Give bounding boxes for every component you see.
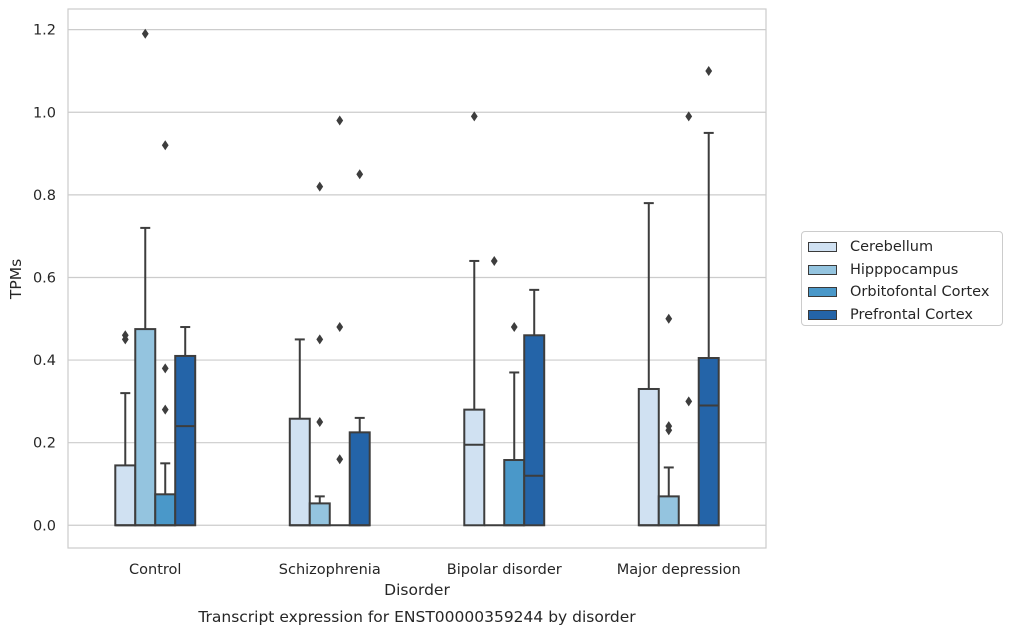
box-body bbox=[134, 328, 157, 527]
outlier-point bbox=[510, 322, 518, 333]
gridlines bbox=[68, 29, 766, 526]
box-body bbox=[154, 493, 177, 527]
x-tick-label: Bipolar disorder bbox=[447, 562, 562, 578]
outlier-point bbox=[665, 313, 673, 324]
legend-label: Hipppocampus bbox=[850, 261, 959, 278]
box-body bbox=[503, 459, 526, 527]
box-body bbox=[348, 431, 371, 527]
outlier-point bbox=[356, 169, 364, 180]
y-tick-labels: 0.0 0.2 0.4 0.6 0.8 1.0 1.2 bbox=[33, 23, 56, 535]
box-2-1 bbox=[484, 255, 505, 527]
legend-swatch bbox=[808, 242, 837, 253]
box-body bbox=[697, 357, 720, 527]
outlier-point bbox=[121, 330, 129, 341]
box-3-1 bbox=[657, 313, 680, 527]
outlier-point bbox=[336, 115, 344, 126]
outlier-point bbox=[161, 140, 169, 151]
box-3-3 bbox=[697, 65, 720, 527]
box-0-2 bbox=[154, 140, 177, 527]
outlier-point bbox=[141, 28, 149, 39]
chart-title: Transcript expression for ENST0000035924… bbox=[197, 608, 636, 626]
box-2-2 bbox=[503, 322, 526, 527]
box-body bbox=[114, 464, 137, 527]
box-body bbox=[288, 417, 311, 527]
legend-item: Orbitofontal Cortex bbox=[808, 281, 1002, 304]
outlier-point bbox=[470, 111, 478, 122]
y-tick-label: 0.0 bbox=[33, 518, 56, 534]
legend-item: Cerebellum bbox=[808, 236, 1002, 259]
box-2-3 bbox=[523, 288, 546, 527]
box-body bbox=[174, 354, 197, 527]
outlier-point bbox=[161, 363, 169, 374]
legend-item: Hipppocampus bbox=[808, 259, 1002, 282]
x-tick-label: Control bbox=[129, 562, 181, 578]
box-0-3 bbox=[174, 326, 197, 527]
y-tick-label: 0.2 bbox=[33, 436, 56, 452]
y-axis-title: TPMs bbox=[7, 259, 25, 300]
box-1-1 bbox=[308, 181, 331, 527]
box-body bbox=[523, 334, 546, 527]
box-1-0 bbox=[288, 338, 311, 527]
x-tick-label: Schizophrenia bbox=[279, 562, 381, 578]
legend-item: Prefrontal Cortex bbox=[808, 304, 1002, 327]
legend-label: Orbitofontal Cortex bbox=[850, 284, 990, 301]
outlier-point bbox=[336, 454, 344, 465]
y-tick-label: 0.6 bbox=[33, 270, 56, 286]
y-tick-label: 1.0 bbox=[33, 105, 56, 121]
y-tick-label: 0.4 bbox=[33, 353, 56, 369]
legend: Cerebellum Hipppocampus Orbitofontal Corte… bbox=[801, 231, 1003, 326]
y-tick-label: 0.8 bbox=[33, 188, 56, 204]
legend-swatch bbox=[808, 264, 837, 275]
plot-frame bbox=[67, 8, 767, 549]
outlier-point bbox=[336, 322, 344, 333]
legend-swatch bbox=[808, 287, 837, 298]
outlier-point bbox=[161, 404, 169, 415]
outlier-point bbox=[705, 65, 713, 76]
x-tick-label: Major depression bbox=[617, 562, 741, 578]
outlier-point bbox=[685, 111, 693, 122]
box-0-0 bbox=[114, 330, 137, 527]
x-axis-title: Disorder bbox=[384, 581, 450, 599]
box-3-0 bbox=[637, 202, 660, 527]
x-tick-labels: Control Schizophrenia Bipolar disorder Majo… bbox=[129, 562, 741, 578]
y-tick-label: 1.2 bbox=[33, 23, 56, 39]
box-body bbox=[657, 495, 680, 527]
legend-swatch bbox=[808, 309, 837, 320]
box-body bbox=[308, 502, 331, 527]
box-3-2 bbox=[678, 111, 699, 527]
outlier-point bbox=[316, 417, 324, 428]
box-body bbox=[463, 408, 486, 527]
box-0-1 bbox=[134, 28, 157, 527]
outlier-point bbox=[685, 396, 693, 407]
outlier-point bbox=[490, 255, 498, 266]
outlier-point bbox=[665, 421, 673, 432]
box-body bbox=[637, 387, 660, 527]
box-1-3 bbox=[348, 169, 371, 527]
legend-label: Cerebellum bbox=[850, 239, 934, 256]
box-2-0 bbox=[463, 111, 486, 527]
box-1-2 bbox=[329, 115, 350, 527]
boxes bbox=[114, 28, 720, 527]
legend-label: Prefrontal Cortex bbox=[850, 306, 973, 323]
outlier-point bbox=[316, 181, 324, 192]
outlier-point bbox=[316, 334, 324, 345]
